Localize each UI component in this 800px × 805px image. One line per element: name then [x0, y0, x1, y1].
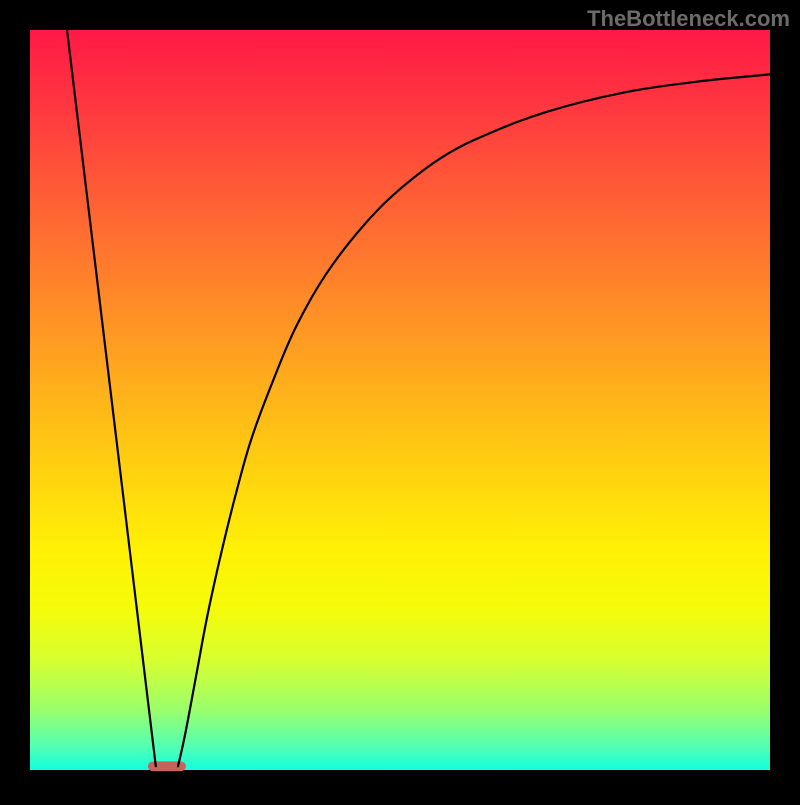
plot-background: [30, 30, 770, 770]
optimal-marker: [148, 762, 185, 771]
bottleneck-chart: [0, 0, 800, 800]
attribution-text: TheBottleneck.com: [587, 6, 790, 32]
chart-container: TheBottleneck.com: [0, 0, 800, 800]
